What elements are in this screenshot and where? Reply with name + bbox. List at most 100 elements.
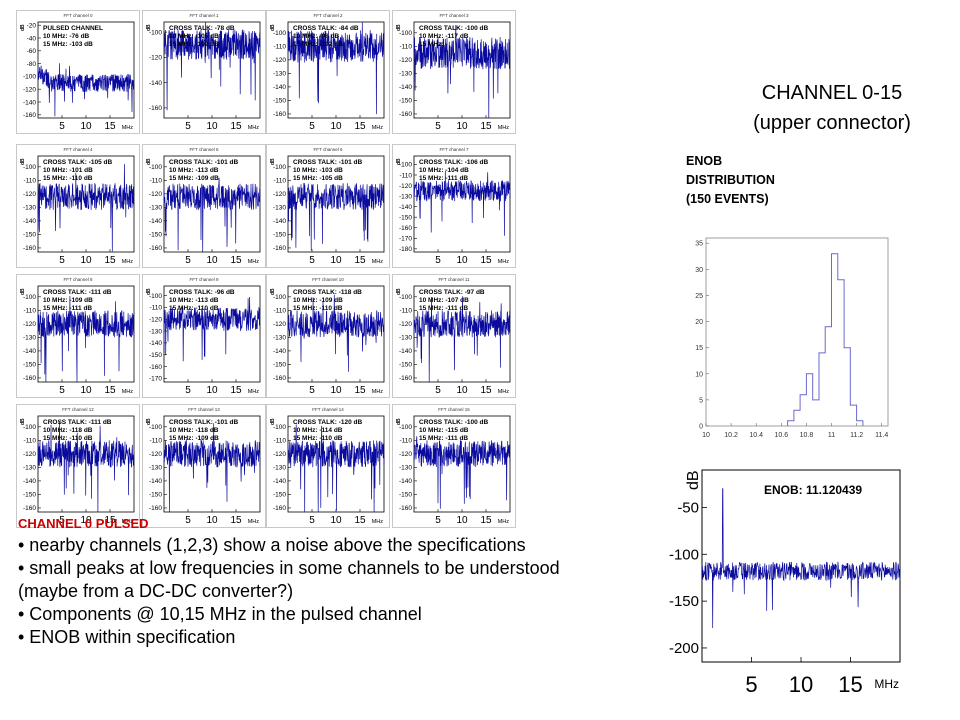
fft-trace [37, 421, 135, 513]
y-tick-label: -160 [399, 505, 412, 512]
y-tick-label: -110 [273, 44, 286, 51]
y-tick-label: -100 [399, 424, 412, 431]
y-tick-label: -120 [23, 321, 36, 328]
panel-annotation: 15 MHz: -102 dB [293, 41, 343, 48]
y-tick-label: -170 [149, 376, 162, 383]
y-axis-unit: dB [146, 418, 152, 425]
y-tick-label: -150 [23, 362, 36, 369]
y-tick-label: -110 [23, 178, 36, 185]
panel-frame [16, 10, 140, 134]
panel-annotation: 10 MHz: -101 dB [43, 167, 93, 174]
fft-panel-14: FFT channel 14 -100 -110 -120 -130 -140 -150 -1… [266, 404, 390, 528]
panel-frame [142, 404, 266, 528]
hist-x-tick-label: 10.4 [749, 432, 763, 439]
y-tick-label: -160 [399, 225, 412, 232]
fft-panel-svg: FFT channel 13 -100 -110 -120 -130 -140 -150 -1… [142, 404, 266, 528]
x-tick-label: 10 [330, 255, 342, 266]
y-tick-label: -80 [27, 61, 37, 68]
panel-frame [266, 10, 390, 134]
y-tick-label: -150 [273, 98, 286, 105]
y-tick-label: -110 [149, 438, 162, 445]
panel-annotation: 15 MHz: -110 dB [43, 175, 93, 182]
panel-annotation: 15 MHz: -102 dB [169, 41, 219, 48]
y-tick-label: -120 [149, 191, 162, 198]
panel-title: FFT channel 11 [438, 277, 470, 282]
y-tick-label: -180 [399, 246, 412, 253]
fft-panel-15: FFT channel 15 -100 -110 -120 -130 -140 -150 -1… [392, 404, 516, 528]
x-tick-label: 10 [80, 255, 92, 266]
panel-annotation: 10 MHz: -114 dB [293, 427, 343, 434]
panel-annotation: CROSS TALK: -96 dB [169, 289, 235, 296]
fft-trace [413, 296, 511, 383]
panel-annotation: CROSS TALK: -111 dB [43, 289, 112, 296]
y-tick-label: -100 [399, 30, 412, 37]
y-tick-label: -130 [23, 465, 36, 472]
panel-annotation: 10 MHz: -115 dB [419, 427, 469, 434]
y-tick-label: -160 [149, 105, 162, 112]
title-line-1: CHANNEL 0-15 [761, 82, 903, 104]
y-tick-label: -150 [23, 492, 36, 499]
x-axis-unit: MHz [248, 259, 260, 265]
fft-trace [37, 164, 135, 252]
fft-panel-svg: FFT channel 9 -100 -110 -120 -130 -140 -150 -16… [142, 274, 266, 398]
y-tick-label: -150 [273, 232, 286, 239]
y-tick-label: -120 [399, 321, 412, 328]
x-tick-label: 5 [435, 255, 441, 266]
hist-x-tick-label: 10.8 [800, 432, 814, 439]
panel-annotation: 10 MHz: -103 dB [293, 167, 343, 174]
x-tick-label: 5 [59, 515, 65, 526]
fft-trace [163, 423, 261, 513]
y-tick-label: -160 [149, 245, 162, 252]
panel-annotation: CROSS TALK: -101 dB [169, 419, 239, 426]
y-tick-label: -120 [399, 451, 412, 458]
fft-panel-10: FFT channel 10 -100 -110 -120 -130 -140 -150 -1… [266, 274, 390, 398]
x-tick-label: 5 [185, 515, 191, 526]
x-axis-unit: MHz [248, 125, 260, 131]
y-tick-label: -120 [149, 316, 162, 323]
fft-panel-svg: FFT channel 3 -100 -110 -120 -130 -140 -150 -16… [392, 10, 516, 134]
x-tick-label: 15 [104, 121, 116, 132]
x-tick-label: 10 [206, 121, 218, 132]
big-x-axis-unit: MHz [874, 677, 899, 691]
panel-annotation: 15 MHz: -110 dB [293, 305, 343, 312]
fft-panel-svg: FFT channel 15 -100 -110 -120 -130 -140 -150 -1… [392, 404, 516, 528]
fft-trace [287, 22, 385, 115]
y-tick-label: -140 [23, 99, 36, 106]
y-tick-label: -120 [273, 321, 286, 328]
y-tick-label: -130 [273, 205, 286, 212]
y-axis-unit: dB [146, 158, 152, 165]
y-tick-label: -120 [273, 57, 286, 64]
y-axis-unit: dB [396, 24, 402, 31]
fft-trace [287, 424, 385, 513]
x-tick-label: 5 [309, 121, 315, 132]
x-axis-unit: MHz [372, 125, 384, 131]
x-tick-label: 15 [230, 255, 242, 266]
y-tick-label: -110 [399, 172, 412, 179]
y-tick-label: -120 [273, 191, 286, 198]
y-tick-label: -160 [23, 245, 36, 252]
y-tick-label: -140 [23, 478, 36, 485]
big-y-tick-label: -200 [669, 640, 699, 657]
y-tick-label: -100 [149, 293, 162, 300]
fft-trace [287, 294, 385, 372]
x-tick-label: 10 [206, 255, 218, 266]
y-tick-label: -100 [23, 164, 36, 171]
x-tick-label: 5 [185, 121, 191, 132]
y-tick-label: -150 [149, 232, 162, 239]
y-tick-label: -120 [23, 87, 36, 94]
x-tick-label: 5 [59, 255, 65, 266]
y-tick-label: -120 [399, 57, 412, 64]
y-tick-label: -120 [149, 451, 162, 458]
panel-title: FFT channel 9 [190, 277, 219, 282]
y-tick-label: -160 [273, 505, 286, 512]
y-tick-label: -140 [399, 348, 412, 355]
y-tick-label: -140 [273, 218, 286, 225]
y-tick-label: -110 [399, 308, 412, 315]
y-tick-label: -120 [273, 451, 286, 458]
panel-annotation: CROSS TALK: -100 dB [419, 25, 489, 32]
x-axis-unit: MHz [498, 259, 510, 265]
panel-annotation: 15 MHz: -111 dB [419, 435, 468, 442]
panel-annotation: PULSED CHANNEL [43, 25, 103, 32]
y-tick-label: -140 [23, 348, 36, 355]
y-tick-label: -100 [273, 30, 286, 37]
